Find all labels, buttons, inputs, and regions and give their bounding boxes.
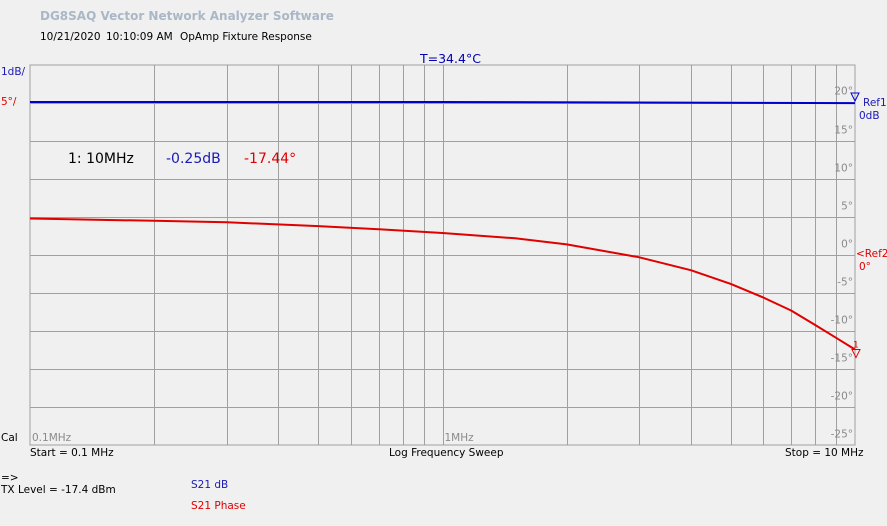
sweep-type: Log Frequency Sweep	[389, 447, 504, 459]
ref-markers: 1	[850, 92, 861, 359]
frequency-tick-label: 1MHz	[445, 432, 475, 444]
ref1-marker-icon	[850, 92, 860, 103]
marker-label: 1: 10MHz	[68, 151, 134, 167]
app-title: DG8SAQ Vector Network Analyzer Software	[40, 9, 334, 23]
cal-label: Cal	[1, 432, 18, 444]
phase-tick-label: 15°	[834, 124, 853, 136]
tx-level: TX Level = -17.4 dBm	[1, 484, 116, 496]
deg-per-div-label: 5°/	[1, 96, 17, 108]
phase-tick-label: -20°	[831, 390, 853, 402]
s21-db-trace	[30, 101, 856, 105]
sweep-time: 10:10:09 AM	[106, 31, 173, 43]
frequency-axis-ticks: 0.1MHz 1MHz	[32, 432, 474, 444]
start-frequency: Start = 0.1 MHz	[30, 447, 114, 459]
marker-phase-value: -17.44°	[244, 151, 297, 167]
sweep-date: 10/21/2020	[40, 31, 101, 43]
temperature-readout: T=34.4°C	[420, 51, 481, 66]
phase-tick-label: 10°	[834, 162, 853, 174]
frequency-tick-label: 0.1MHz	[32, 432, 72, 444]
ref1-value: 0dB	[859, 110, 880, 122]
db-per-div-label: 1dB/	[1, 66, 26, 78]
s21-phase-trace	[29, 217, 856, 351]
phase-tick-label: 20°	[834, 85, 853, 97]
stop-frequency: Stop = 10 MHz	[785, 447, 864, 459]
legend-s21-phase[interactable]: S21 Phase	[191, 500, 246, 512]
phase-tick-label: 5°	[841, 200, 853, 212]
marker-1-number: 1	[853, 341, 859, 351]
plot-grid	[29, 64, 856, 446]
legend-s21-db[interactable]: S21 dB	[191, 479, 229, 491]
marker-1-icon	[851, 349, 861, 359]
ref2-label: <Ref2	[856, 248, 887, 260]
ref1-label: Ref1	[863, 97, 887, 109]
phase-tick-label: -15°	[831, 352, 853, 364]
phase-axis-ticks: 20° 15° 10° 5° 0° -5° -10° -15° -20° -25°	[831, 85, 853, 440]
sweep-description: OpAmp Fixture Response	[180, 31, 312, 43]
plot-traces	[29, 101, 856, 351]
marker-db-value: -0.25dB	[166, 151, 221, 167]
phase-tick-label: 0°	[841, 238, 853, 250]
phase-tick-label: -25°	[831, 428, 853, 440]
phase-tick-label: -10°	[831, 314, 853, 326]
ref2-value: 0°	[859, 261, 871, 273]
arrow-indicator: =>	[1, 472, 19, 484]
phase-tick-label: -5°	[837, 276, 853, 288]
